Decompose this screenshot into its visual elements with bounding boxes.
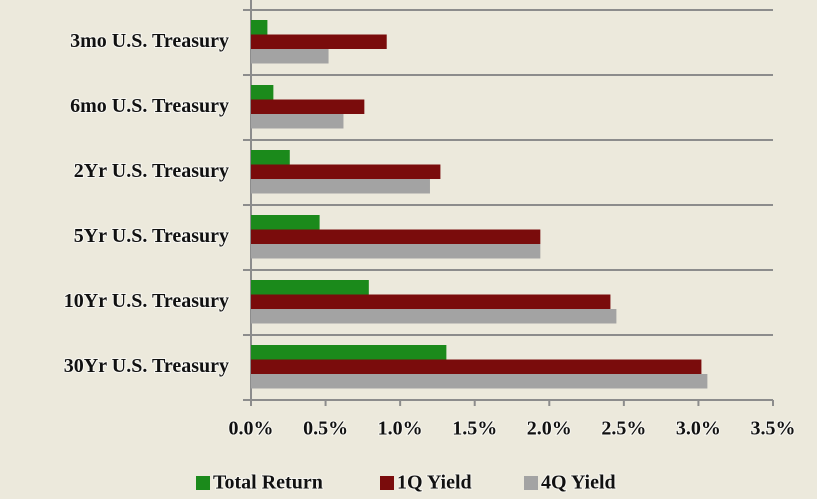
bar (251, 359, 702, 374)
bar (251, 150, 290, 165)
bar (251, 114, 344, 129)
legend-swatch (380, 476, 394, 490)
bar (251, 20, 268, 35)
bar (251, 244, 541, 259)
x-tick-label: 1.5% (452, 418, 497, 440)
bar (251, 85, 274, 100)
x-tick-label: 0.5% (303, 418, 348, 440)
x-tick-label: 1.0% (378, 418, 423, 440)
legend-swatch (196, 476, 210, 490)
y-tick-label: 5Yr U.S. Treasury (74, 225, 229, 247)
bar (251, 179, 430, 194)
y-tick-label: 6mo U.S. Treasury (70, 95, 229, 117)
y-tick-label: 30Yr U.S. Treasury (64, 355, 229, 377)
legend-label: 4Q Yield (541, 472, 616, 494)
bar (251, 49, 329, 64)
bar (251, 294, 611, 309)
y-tick-label: 2Yr U.S. Treasury (74, 160, 229, 182)
bar (251, 215, 320, 230)
bar (251, 345, 447, 360)
bar (251, 280, 369, 295)
bar (251, 374, 708, 389)
y-tick-label: 3mo U.S. Treasury (70, 30, 229, 52)
bar (251, 99, 365, 114)
legend-label: Total Return (213, 472, 323, 494)
x-tick-label: 2.5% (601, 418, 646, 440)
bar (251, 229, 541, 244)
legend-swatch (524, 476, 538, 490)
x-tick-label: 0.0% (229, 418, 274, 440)
bar (251, 309, 617, 324)
x-tick-label: 3.5% (751, 418, 796, 440)
x-tick-label: 3.0% (676, 418, 721, 440)
bar (251, 34, 387, 49)
legend-label: 1Q Yield (397, 472, 472, 494)
bar (251, 164, 441, 179)
x-tick-label: 2.0% (527, 418, 572, 440)
y-tick-label: 10Yr U.S. Treasury (64, 290, 229, 312)
